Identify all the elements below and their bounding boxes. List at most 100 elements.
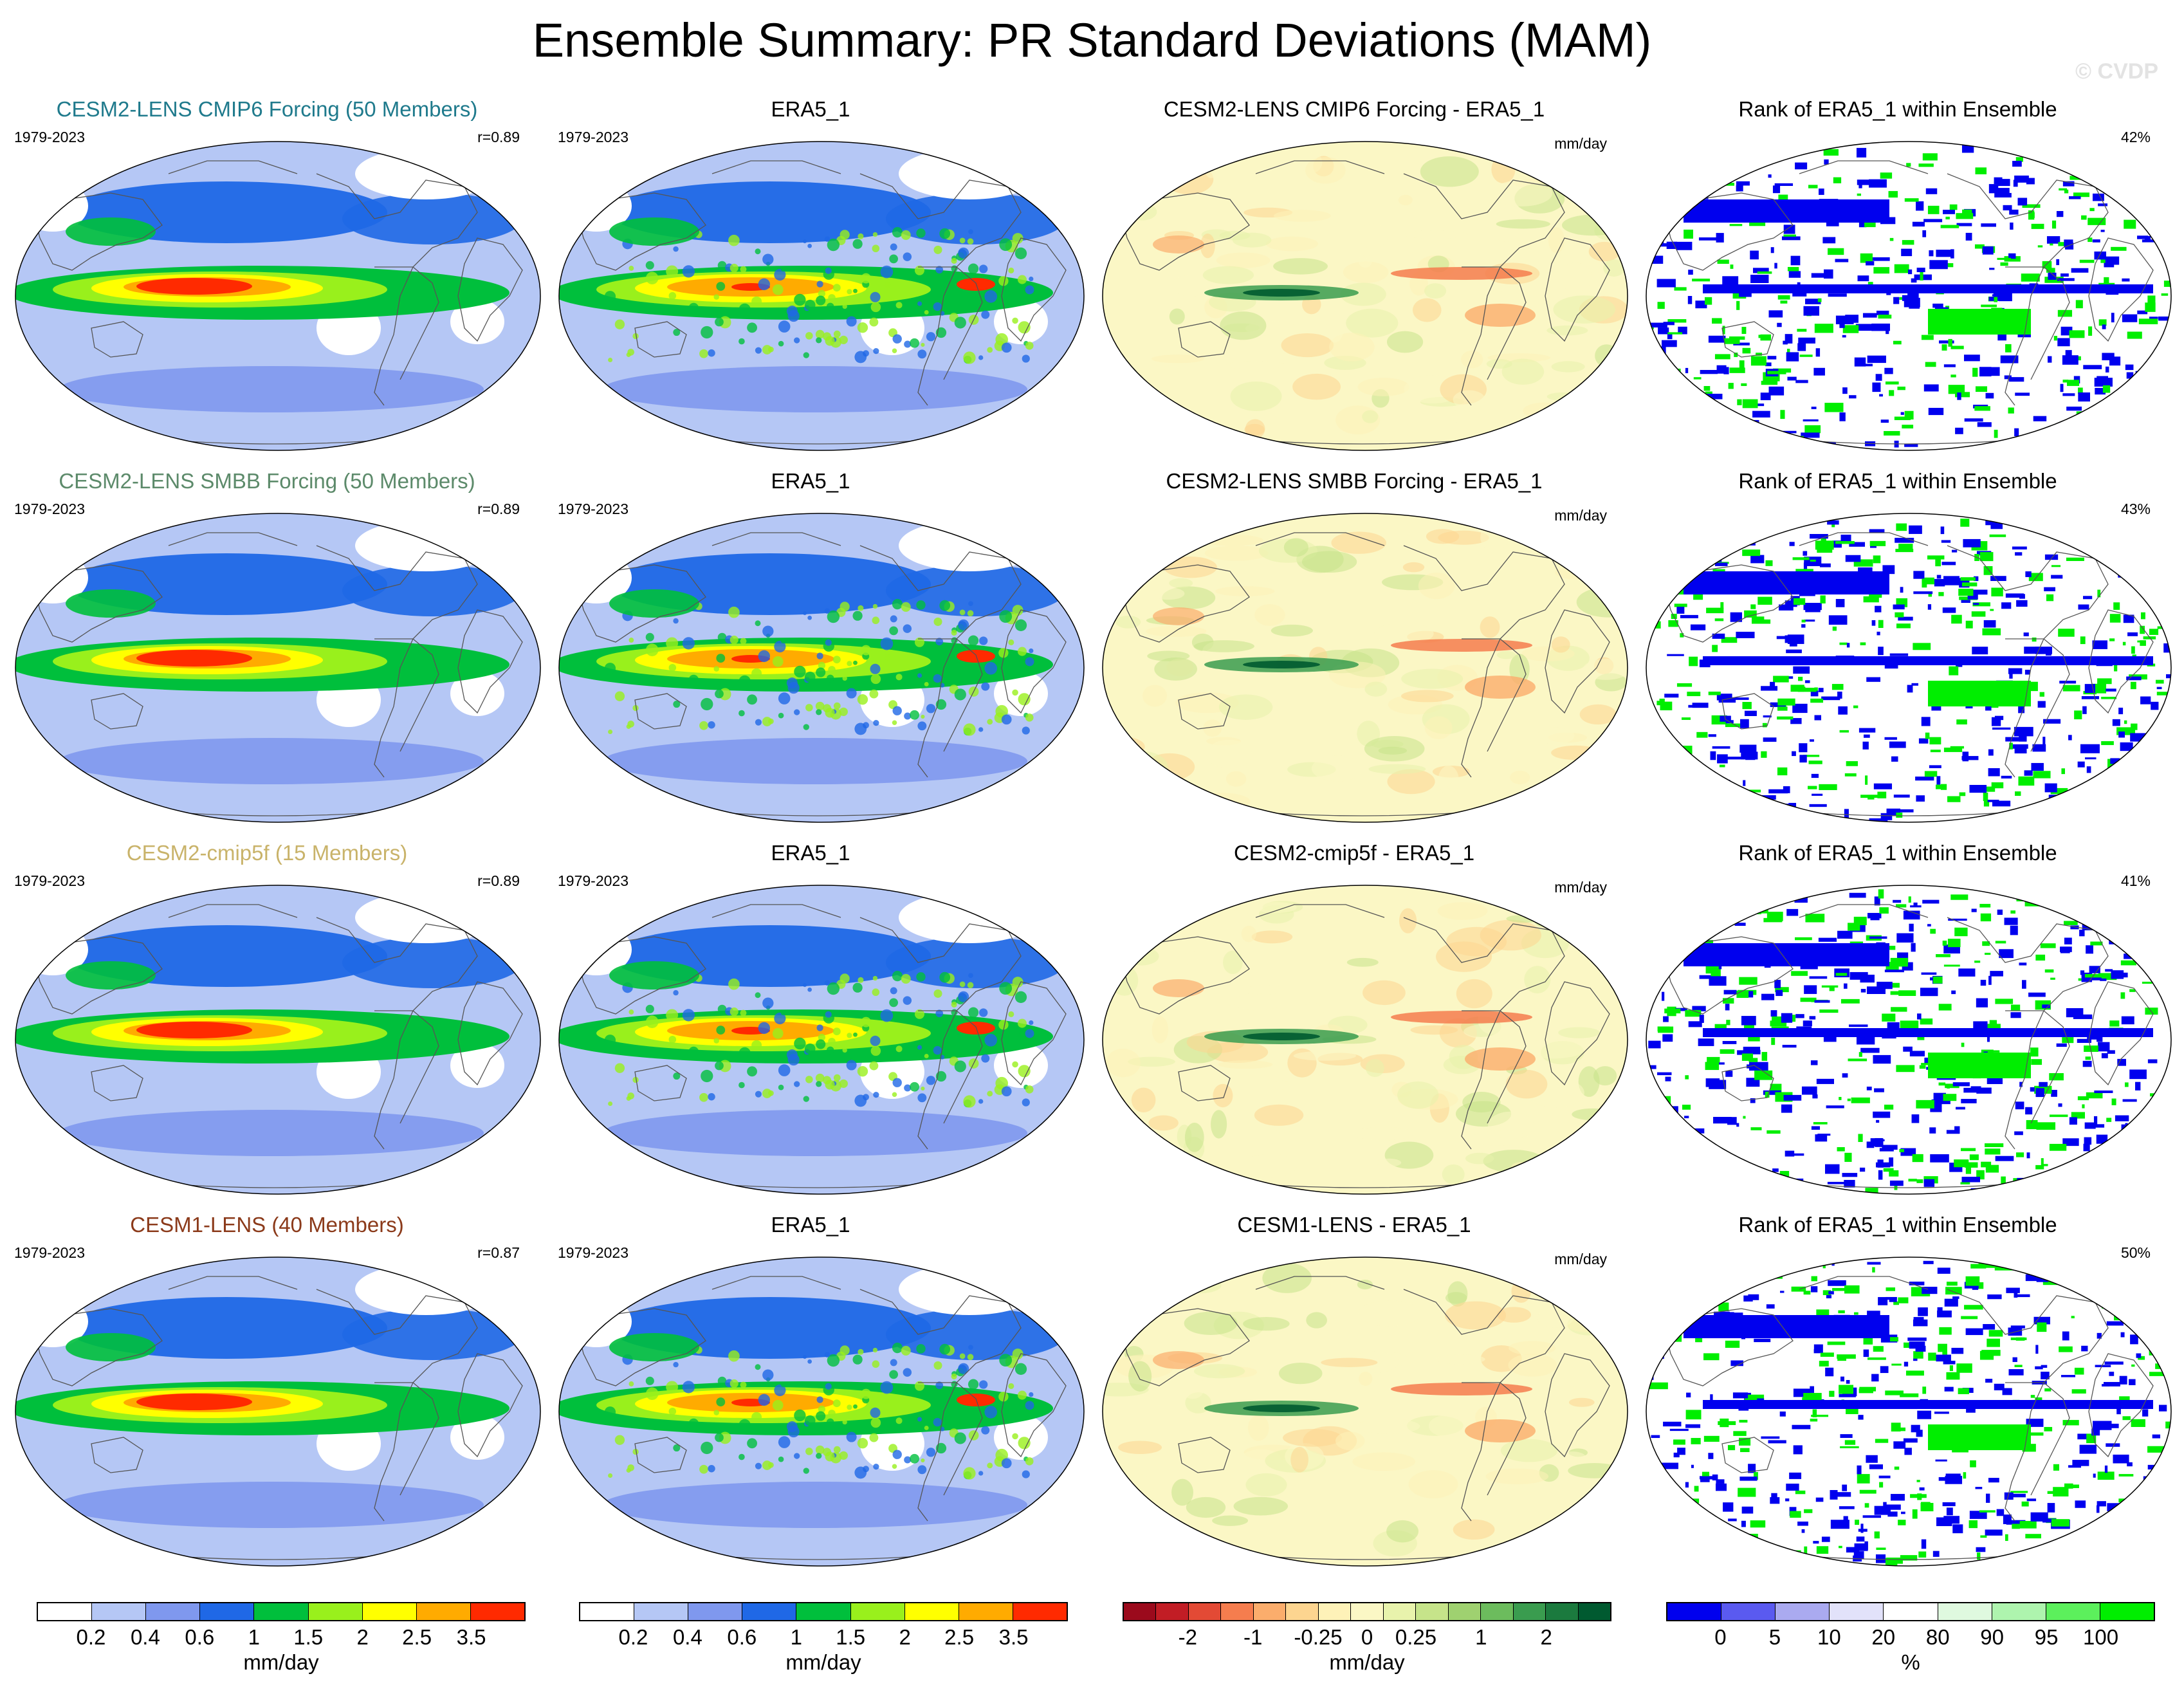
colorbar-obs-pr: mm/day 0.2 0.4 0.6 1 1.5 2 2.5 3.5 — [579, 1602, 1068, 1679]
map-boundary — [1646, 885, 2172, 1195]
colorbar-swatch — [1830, 1603, 1884, 1620]
panel-years: 1979-2023 — [14, 1244, 85, 1261]
colorbar-tick-label: 100 — [2083, 1625, 2119, 1649]
model-map-panel: CESM1-LENS (40 Members) 1979-2023 r=0.87 — [0, 1212, 541, 1584]
model-map-panel: CESM2-LENS CMIP6 Forcing (50 Members) 197… — [0, 97, 541, 468]
model-map-panel: CESM2-cmip5f (15 Members) 1979-2023 r=0.89 — [0, 840, 541, 1212]
difference-map — [1102, 1257, 1628, 1567]
colorbar-swatch — [1188, 1603, 1222, 1620]
colorbar-tick-label: 0.2 — [76, 1625, 106, 1649]
colorbar-swatch — [1578, 1603, 1611, 1620]
panel-title: CESM2-LENS CMIP6 Forcing - ERA5_1 — [1163, 97, 1545, 121]
colorbar-swatch — [1383, 1603, 1417, 1620]
map-field — [1103, 1257, 1628, 1566]
map-boundary — [15, 513, 541, 823]
colorbar-swatch — [1776, 1603, 1830, 1620]
map-boundary — [15, 141, 541, 451]
colorbar-swatch — [959, 1603, 1013, 1620]
map-boundary — [1102, 141, 1628, 451]
colorbar-model-pr: mm/day 0.2 0.4 0.6 1 1.5 2 2.5 3.5 — [37, 1602, 526, 1679]
colorbar-swatch — [1318, 1603, 1352, 1620]
obs-map-panel: ERA5_1 1979-2023 — [544, 97, 1085, 468]
map-boundary — [558, 513, 1085, 823]
panel-title: CESM1-LENS - ERA5_1 — [1237, 1213, 1471, 1237]
map-field — [559, 1257, 1084, 1566]
colorbar-tick-label: 2 — [1540, 1625, 1552, 1649]
colorbar-swatch — [1221, 1603, 1254, 1620]
panel-years: 1979-2023 — [558, 501, 629, 517]
rank-map-panel: Rank of ERA5_1 within Ensemble 50% — [1631, 1212, 2172, 1584]
colorbar-swatch — [1992, 1603, 2046, 1620]
colorbar-difference: mm/day -2 -1 -0.25 0 0.25 1 2 — [1123, 1602, 1611, 1679]
colorbar-swatch — [1156, 1603, 1189, 1620]
colorbar-tick-label: 90 — [1980, 1625, 2005, 1649]
colorbar-tick-label: 1 — [790, 1625, 802, 1649]
map-field — [559, 885, 1084, 1194]
map-boundary — [1102, 885, 1628, 1195]
colorbar-tick-label: 2 — [899, 1625, 911, 1649]
coastlines — [1120, 1276, 1610, 1560]
colorbar-cells — [37, 1602, 526, 1621]
map-boundary — [1646, 141, 2172, 451]
colorbar-swatch — [92, 1603, 147, 1620]
precip-std-map — [15, 141, 541, 451]
panel-title: CESM1-LENS (40 Members) — [130, 1213, 404, 1237]
map-field — [559, 513, 1084, 822]
colorbar-tick-label: 1 — [1475, 1625, 1487, 1649]
colorbar-swatch — [904, 1603, 959, 1620]
colorbar-tick-label: 20 — [1871, 1625, 1896, 1649]
colorbar-swatch — [688, 1603, 743, 1620]
colorbar-units: mm/day — [243, 1650, 319, 1674]
map-boundary — [1102, 1257, 1628, 1567]
figure-title: Ensemble Summary: PR Standard Deviations… — [532, 14, 1652, 67]
colorbar-tick-label: 1.5 — [836, 1625, 866, 1649]
rank-map — [1646, 885, 2172, 1195]
colorbar-swatch — [200, 1603, 255, 1620]
panel-title: CESM2-LENS SMBB Forcing (50 Members) — [59, 469, 475, 493]
colorbar-tick-label: -0.25 — [1294, 1625, 1343, 1649]
colorbar-tick-label: 0 — [1714, 1625, 1727, 1649]
map-boundary — [1102, 513, 1628, 823]
map-boundary — [1646, 1257, 2172, 1567]
model-map-panel: CESM2-LENS SMBB Forcing (50 Members) 1979… — [0, 468, 541, 840]
colorbar-tick-label: -1 — [1243, 1625, 1263, 1649]
panel-units: mm/day — [1554, 879, 1607, 896]
difference-map — [1102, 141, 1628, 451]
panel-title: CESM2-cmip5f (15 Members) — [126, 841, 408, 865]
colorbar-swatch — [1124, 1603, 1157, 1620]
colorbar-tick-label: 3.5 — [998, 1625, 1029, 1649]
map-boundary — [1646, 513, 2172, 823]
colorbar-swatch — [1481, 1603, 1514, 1620]
colorbar-swatch — [1513, 1603, 1546, 1620]
colorbar-tick-label: 10 — [1817, 1625, 1841, 1649]
rank-percentage: 42% — [2120, 129, 2151, 145]
colorbar-swatch — [1253, 1603, 1287, 1620]
pattern-correlation: r=0.89 — [477, 129, 520, 145]
colorbar-units: % — [1901, 1650, 1920, 1674]
colorbar-cells — [1123, 1602, 1611, 1621]
map-field — [15, 513, 540, 822]
colorbar-swatch — [362, 1603, 417, 1620]
rank-map — [1646, 513, 2172, 823]
colorbar-units: mm/day — [1329, 1650, 1405, 1674]
panel-years: 1979-2023 — [14, 129, 85, 145]
pattern-correlation: r=0.89 — [477, 872, 520, 889]
colorbar-tick-label: 2.5 — [944, 1625, 975, 1649]
colorbar-tick-label: 0.25 — [1395, 1625, 1437, 1649]
colorbar-tick-label: -2 — [1178, 1625, 1197, 1649]
panel-title: ERA5_1 — [771, 469, 850, 493]
colorbar-tick-label: 5 — [1768, 1625, 1781, 1649]
map-field — [1646, 513, 2171, 822]
panel-title: CESM2-LENS CMIP6 Forcing (50 Members) — [56, 97, 478, 121]
rank-map — [1646, 141, 2172, 451]
colorbar-swatch — [1351, 1603, 1384, 1620]
colorbar-swatch — [38, 1603, 93, 1620]
precip-std-map — [558, 513, 1085, 823]
colorbar-units: mm/day — [785, 1650, 861, 1674]
colorbar-swatch — [146, 1603, 201, 1620]
colorbar-swatch — [796, 1603, 851, 1620]
colorbar-tick-label: 1 — [248, 1625, 260, 1649]
panel-years: 1979-2023 — [558, 872, 629, 889]
map-field — [15, 1257, 540, 1566]
colorbar-tick-label: 0.6 — [185, 1625, 215, 1649]
